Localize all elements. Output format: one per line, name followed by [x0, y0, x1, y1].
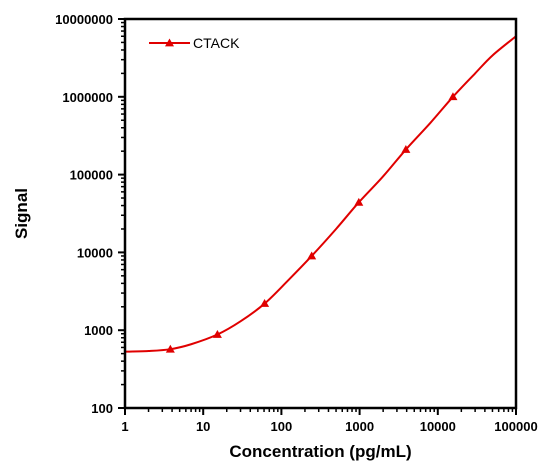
series-line [124, 35, 517, 353]
x-tick-label: 100 [271, 419, 293, 434]
legend: CTACK [149, 35, 240, 51]
y-tick-label: 1000000 [62, 90, 113, 105]
y-tick-label: 10000000 [55, 12, 113, 27]
plot-frame [123, 17, 518, 410]
data-point-marker [165, 344, 175, 353]
data-point-marker [401, 145, 411, 153]
y-tick-label: 1000 [84, 323, 113, 338]
x-tick-label: 1 [121, 419, 128, 434]
marker-layer [165, 92, 458, 353]
legend-label: CTACK [193, 35, 240, 51]
x-tick-label: 10 [196, 419, 210, 434]
data-point-marker [307, 251, 317, 260]
y-tick-label: 10000 [77, 245, 113, 260]
legend-marker [165, 38, 174, 47]
x-axis-title: Concentration (pg/mL) [229, 442, 411, 461]
data-point-marker [354, 197, 364, 206]
curve-layer [124, 35, 517, 353]
y-tick-label: 100 [91, 401, 113, 416]
x-tick-label: 100000 [494, 419, 537, 434]
x-tick-label: 1000 [345, 419, 374, 434]
x-tick-label: 10000 [420, 419, 456, 434]
y-tick-label: 100000 [70, 168, 113, 183]
data-point-marker [212, 330, 222, 338]
data-point-marker [260, 299, 270, 307]
y-axis-title: Signal [12, 188, 31, 239]
data-point-marker [448, 92, 458, 101]
ticks-layer: 1 10 100 1000 10000 100000 100 1000 10000 100000 1… [55, 12, 538, 434]
